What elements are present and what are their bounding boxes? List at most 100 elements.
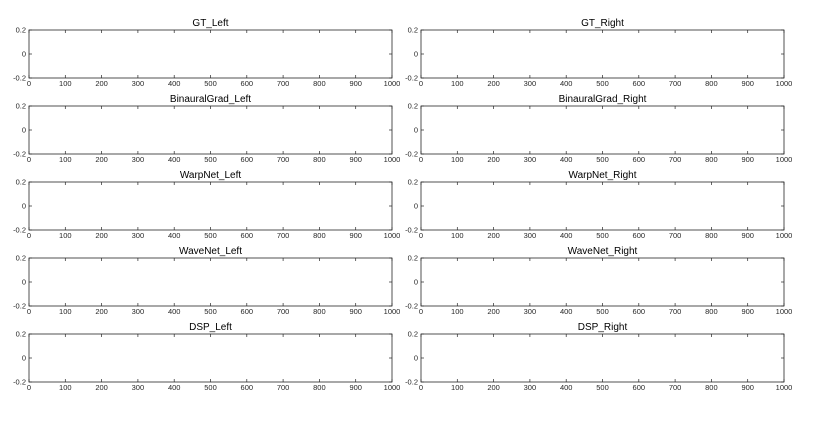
x-tick-label: 700 (669, 155, 682, 164)
x-tick-label: 600 (633, 231, 646, 240)
x-tick-label: 700 (669, 231, 682, 240)
axis-frame (420, 181, 785, 231)
x-tick-label: 900 (741, 155, 754, 164)
x-tick-label: 500 (204, 231, 217, 240)
x-tick-label: 400 (168, 307, 181, 316)
x-tick-label: 800 (313, 383, 326, 392)
subplot: WarpNet_Left 0 100 200 300 400 500 600 700 800 900… (13, 170, 400, 240)
x-tick-label: 700 (277, 307, 290, 316)
x-tick-label: 300 (524, 383, 537, 392)
x-tick-label: 500 (596, 79, 609, 88)
x-tick-label: 900 (741, 383, 754, 392)
x-tick-label: 0 (27, 155, 31, 164)
subplot-title: WarpNet_Left (180, 170, 242, 181)
x-tick-label: 600 (241, 155, 254, 164)
x-tick-label: 100 (451, 231, 464, 240)
x-tick-label: 100 (451, 79, 464, 88)
x-tick-label: 100 (59, 231, 72, 240)
y-tick-label: 0 (414, 202, 418, 211)
x-tick-label: 700 (669, 307, 682, 316)
x-tick-label: 300 (132, 231, 145, 240)
x-tick-label: 600 (241, 79, 254, 88)
x-tick-label: 600 (633, 155, 646, 164)
x-tick-label: 900 (349, 307, 362, 316)
x-tick-label: 0 (27, 231, 31, 240)
x-tick-label: 100 (451, 155, 464, 164)
x-tick-label: 400 (560, 155, 573, 164)
subplot: WarpNet_Right 0 100 200 300 400 500 600 700 800 90… (405, 170, 792, 240)
x-tick-label: 800 (705, 307, 718, 316)
x-tick-label: 900 (349, 383, 362, 392)
subplot-title: WaveNet_Left (179, 246, 242, 257)
x-tick-label: 700 (277, 155, 290, 164)
y-tick-label: -0.2 (405, 150, 418, 159)
axis-frame (28, 29, 393, 79)
x-tick-label: 900 (741, 307, 754, 316)
subplot: BinauralGrad_Right 0 100 200 300 400 500 600 700… (405, 94, 792, 164)
x-tick-label: 600 (241, 231, 254, 240)
y-tick-label: 0.2 (408, 26, 418, 35)
subplot-title: GT_Left (192, 18, 228, 29)
x-tick-label: 500 (204, 307, 217, 316)
x-tick-label: 400 (560, 231, 573, 240)
y-tick-label: -0.2 (13, 74, 26, 83)
x-tick-label: 600 (633, 79, 646, 88)
y-tick-label: 0.2 (408, 330, 418, 339)
x-tick-label: 800 (705, 383, 718, 392)
y-tick-label: -0.2 (13, 378, 26, 387)
x-tick-label: 800 (313, 79, 326, 88)
x-tick-label: 100 (59, 79, 72, 88)
y-tick-label: 0 (22, 50, 26, 59)
x-tick-label: 300 (524, 79, 537, 88)
x-tick-label: 700 (277, 79, 290, 88)
y-tick-label: 0.2 (16, 178, 26, 187)
x-tick-label: 200 (487, 79, 500, 88)
axis-frame (28, 257, 393, 307)
x-tick-label: 400 (168, 155, 181, 164)
x-tick-label: 1000 (776, 383, 793, 392)
x-tick-label: 300 (132, 383, 145, 392)
x-tick-label: 800 (705, 155, 718, 164)
axis-frame (28, 333, 393, 383)
x-tick-label: 200 (487, 231, 500, 240)
y-tick-label: 0 (414, 278, 418, 287)
x-tick-label: 700 (669, 383, 682, 392)
x-tick-label: 900 (349, 155, 362, 164)
subplot-title: BinauralGrad_Left (170, 94, 251, 105)
x-tick-label: 0 (419, 79, 423, 88)
subplot-title: BinauralGrad_Right (559, 94, 647, 105)
x-tick-label: 1000 (776, 231, 793, 240)
x-tick-label: 300 (524, 155, 537, 164)
y-tick-label: 0 (414, 354, 418, 363)
x-tick-label: 300 (524, 231, 537, 240)
x-tick-label: 400 (560, 383, 573, 392)
x-tick-label: 1000 (384, 383, 401, 392)
x-tick-label: 600 (241, 307, 254, 316)
y-tick-label: -0.2 (13, 226, 26, 235)
x-tick-label: 100 (451, 383, 464, 392)
axis-frame (420, 29, 785, 79)
y-tick-label: -0.2 (405, 226, 418, 235)
subplot-title: GT_Right (581, 18, 624, 29)
x-tick-label: 300 (132, 79, 145, 88)
y-tick-label: 0.2 (16, 330, 26, 339)
x-tick-label: 700 (669, 79, 682, 88)
y-tick-label: 0.2 (16, 102, 26, 111)
x-tick-label: 800 (705, 231, 718, 240)
y-tick-label: 0.2 (16, 26, 26, 35)
y-tick-label: 0.2 (408, 254, 418, 263)
x-tick-label: 0 (27, 307, 31, 316)
x-tick-label: 1000 (776, 155, 793, 164)
y-tick-label: 0 (22, 126, 26, 135)
subplot: WaveNet_Left 0 100 200 300 400 500 600 700 800 900… (13, 246, 400, 316)
subplot: GT_Left 0 100 200 300 400 500 600 700 800 900 1000 -… (13, 18, 400, 88)
axis-frame (420, 105, 785, 155)
x-tick-label: 400 (560, 307, 573, 316)
axis-frame (420, 257, 785, 307)
x-tick-label: 200 (95, 155, 108, 164)
x-tick-label: 200 (95, 307, 108, 316)
y-tick-label: -0.2 (13, 150, 26, 159)
x-tick-label: 400 (560, 79, 573, 88)
x-tick-label: 700 (277, 383, 290, 392)
